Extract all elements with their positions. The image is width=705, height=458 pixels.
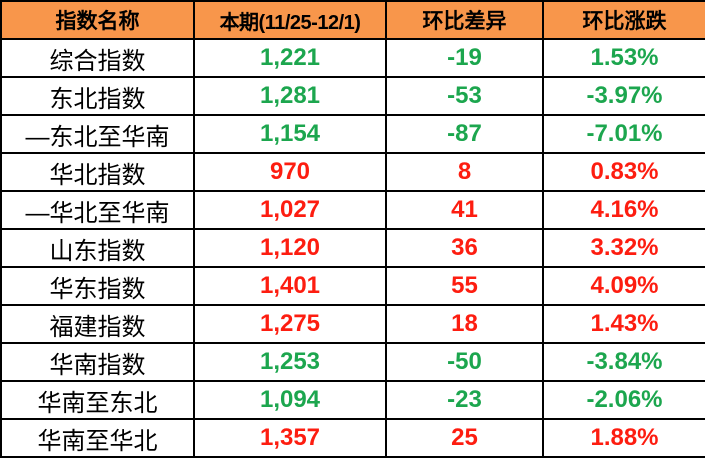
table-row: 华南至东北 1,094 -23 -2.06% [0, 380, 705, 420]
index-name-cell: 华南至华北 [0, 418, 195, 458]
pct-cell: 4.09% [542, 266, 705, 306]
index-name-cell: 华南指数 [0, 342, 195, 382]
current-value-cell: 1,357 [193, 418, 387, 458]
table-row: —华北至华南 1,027 41 4.16% [0, 190, 705, 230]
pct-cell: 0.83% [542, 152, 705, 192]
current-value-cell: 1,154 [193, 114, 387, 154]
pct-cell: 3.32% [542, 228, 705, 268]
index-name-cell: —东北至华南 [0, 114, 195, 154]
current-value-cell: 1,027 [193, 190, 387, 230]
diff-cell: 25 [385, 418, 544, 458]
header-row: 指数名称 本期(11/25-12/1) 环比差异 环比涨跌 [0, 0, 705, 40]
index-name-cell: 华北指数 [0, 152, 195, 192]
column-header-wow-change: 环比涨跌 [542, 0, 705, 40]
column-header-current-period: 本期(11/25-12/1) [193, 0, 387, 40]
pct-cell: 1.43% [542, 304, 705, 344]
column-header-wow-diff: 环比差异 [385, 0, 544, 40]
table-row: 华北指数 970 8 0.83% [0, 152, 705, 192]
index-name-cell: —华北至华南 [0, 190, 195, 230]
current-value-cell: 1,120 [193, 228, 387, 268]
diff-cell: -53 [385, 76, 544, 116]
pct-cell: -2.06% [542, 380, 705, 420]
pct-cell: -3.97% [542, 76, 705, 116]
current-value-cell: 1,253 [193, 342, 387, 382]
index-name-cell: 福建指数 [0, 304, 195, 344]
pct-cell: 1.53% [542, 38, 705, 78]
diff-cell: 8 [385, 152, 544, 192]
table-row: 华南至华北 1,357 25 1.88% [0, 418, 705, 458]
index-name-cell: 华东指数 [0, 266, 195, 306]
pct-cell: -3.84% [542, 342, 705, 382]
diff-cell: 55 [385, 266, 544, 306]
table-row: 东北指数 1,281 -53 -3.97% [0, 76, 705, 116]
current-value-cell: 1,281 [193, 76, 387, 116]
table-row: 山东指数 1,120 36 3.32% [0, 228, 705, 268]
index-name-cell: 山东指数 [0, 228, 195, 268]
pct-cell: -7.01% [542, 114, 705, 154]
column-header-index-name: 指数名称 [0, 0, 195, 40]
current-value-cell: 1,401 [193, 266, 387, 306]
diff-cell: 41 [385, 190, 544, 230]
current-value-cell: 1,221 [193, 38, 387, 78]
diff-cell: 36 [385, 228, 544, 268]
table-row: 华南指数 1,253 -50 -3.84% [0, 342, 705, 382]
current-value-cell: 1,275 [193, 304, 387, 344]
pct-cell: 4.16% [542, 190, 705, 230]
pct-cell: 1.88% [542, 418, 705, 458]
table-row: —东北至华南 1,154 -87 -7.01% [0, 114, 705, 154]
index-name-cell: 华南至东北 [0, 380, 195, 420]
diff-cell: -50 [385, 342, 544, 382]
current-value-cell: 1,094 [193, 380, 387, 420]
diff-cell: 18 [385, 304, 544, 344]
current-value-cell: 970 [193, 152, 387, 192]
index-name-cell: 东北指数 [0, 76, 195, 116]
diff-cell: -87 [385, 114, 544, 154]
table-row: 福建指数 1,275 18 1.43% [0, 304, 705, 344]
diff-cell: -19 [385, 38, 544, 78]
diff-cell: -23 [385, 380, 544, 420]
table-row: 华东指数 1,401 55 4.09% [0, 266, 705, 306]
index-name-cell: 综合指数 [0, 38, 195, 78]
table-row: 综合指数 1,221 -19 1.53% [0, 38, 705, 78]
